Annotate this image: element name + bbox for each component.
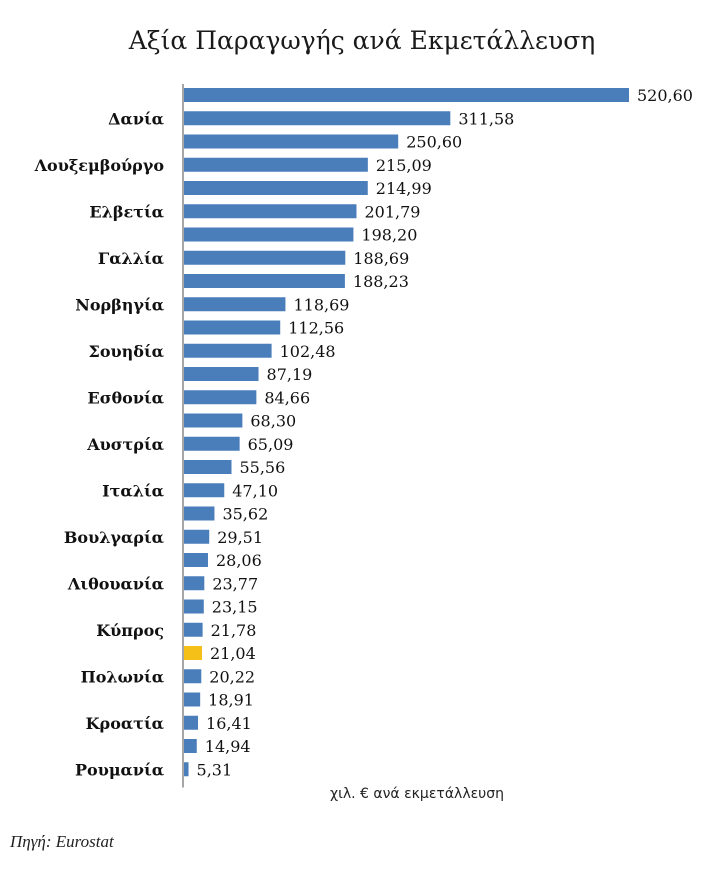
category-label: Κύπρος: [96, 621, 164, 640]
value-label: 214,99: [376, 179, 432, 198]
bar: [184, 622, 203, 637]
bar: [184, 739, 197, 753]
value-label: 23,77: [212, 574, 258, 593]
bar: [184, 506, 215, 521]
value-label: 198,20: [361, 226, 417, 245]
value-label: 55,56: [239, 458, 285, 477]
value-label: 47,10: [232, 481, 278, 500]
value-label: 18,91: [208, 691, 254, 710]
value-label: 16,41: [206, 714, 252, 733]
value-label: 68,30: [250, 412, 296, 431]
bar-chart: 520,60 311,58 Δανία 250,60 215,09 Λουξεμβούργ…: [34, 84, 693, 788]
bar: [184, 343, 272, 358]
value-label: 520,60: [637, 86, 693, 105]
value-label: 188,23: [353, 272, 409, 291]
value-label: 250,60: [406, 133, 462, 152]
bar: [184, 204, 357, 219]
bar: [184, 157, 368, 172]
bar: [184, 762, 189, 777]
value-label: 84,66: [264, 388, 310, 407]
bar: [184, 320, 281, 335]
category-label: Εσθονία: [88, 388, 165, 407]
category-label: Ελβετία: [89, 202, 164, 221]
bar: [184, 483, 225, 498]
bar: [184, 599, 204, 614]
value-label: 23,15: [212, 598, 258, 617]
bar: [184, 181, 368, 195]
bar: [184, 274, 345, 288]
unit-label: χιλ. € ανά εκμετάλλευση: [330, 786, 505, 802]
bar: [184, 367, 259, 381]
category-label: Πολωνία: [81, 667, 164, 686]
value-label: 118,69: [293, 295, 349, 314]
value-label: 14,94: [205, 737, 251, 756]
value-label: 102,48: [280, 342, 336, 361]
chart-title: Αξία Παραγωγής ανά Εκμετάλλευση: [128, 26, 596, 55]
bar: [184, 88, 629, 102]
bar: [184, 646, 202, 660]
bar: [184, 529, 210, 544]
value-label: 28,06: [216, 551, 262, 570]
category-label: Ρουμανία: [75, 760, 164, 779]
value-label: 5,31: [197, 760, 233, 779]
bar: [184, 134, 399, 149]
bar: [184, 436, 240, 451]
category-label: Σουηδία: [89, 342, 164, 361]
value-label: 112,56: [288, 319, 344, 338]
value-label: 215,09: [376, 156, 432, 175]
bar: [184, 413, 243, 428]
bar: [184, 715, 199, 730]
source-note: Πηγή: Eurostat: [10, 832, 114, 851]
value-label: 20,22: [209, 667, 255, 686]
value-label: 35,62: [222, 505, 268, 524]
category-label: Λιθουανία: [67, 574, 164, 593]
category-label: Λουξεμβούργο: [34, 156, 165, 175]
value-label: 311,58: [458, 109, 514, 128]
bar: [184, 111, 451, 126]
bars-layer: 520,60 311,58 Δανία 250,60 215,09 Λουξεμβούργ…: [34, 86, 693, 779]
category-label: Αυστρία: [86, 435, 164, 454]
bar: [184, 553, 208, 567]
value-label: 87,19: [267, 365, 313, 384]
bar: [184, 692, 201, 707]
category-label: Γαλλία: [98, 249, 164, 268]
value-label: 65,09: [248, 435, 294, 454]
category-label: Ιταλία: [102, 481, 164, 500]
value-label: 188,69: [353, 249, 409, 268]
bar: [184, 297, 286, 312]
bar: [184, 390, 257, 405]
category-label: Δανία: [108, 109, 164, 128]
value-label: 21,78: [211, 621, 257, 640]
category-label: Νορβηγία: [75, 295, 164, 314]
category-label: Κροατία: [86, 714, 164, 733]
bar: [184, 227, 354, 242]
value-label: 21,04: [210, 644, 256, 663]
category-label: Βουλγαρία: [64, 528, 164, 547]
bar: [184, 250, 346, 265]
bar: [184, 460, 232, 474]
bar: [184, 669, 202, 684]
value-label: 201,79: [364, 202, 420, 221]
bar: [184, 576, 205, 591]
value-label: 29,51: [217, 528, 263, 547]
